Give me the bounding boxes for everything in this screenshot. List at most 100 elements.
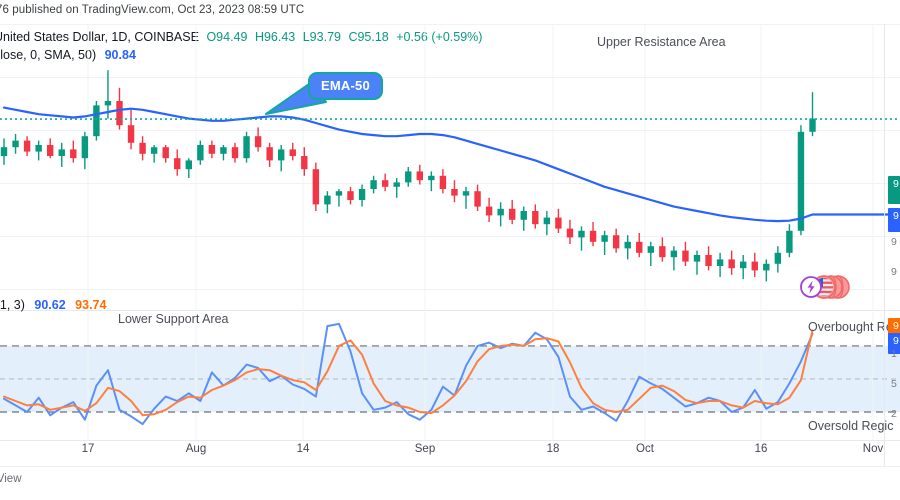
candlestick (474, 191, 481, 207)
candlestick (647, 246, 654, 253)
legend-close: C95.18 (348, 30, 389, 44)
x-axis-tick: 17 (81, 443, 95, 455)
candlestick (763, 263, 770, 271)
price-scale-tag[interactable]: 9 (888, 208, 900, 232)
candlestick (520, 211, 527, 220)
candlestick (335, 191, 343, 196)
candlestick (47, 145, 54, 156)
candlestick (682, 250, 689, 262)
candlestick (578, 230, 585, 238)
price-scale-tag[interactable]: 9 (888, 333, 900, 354)
pane-divider-1 (0, 310, 900, 311)
candlestick (786, 230, 793, 253)
stoch-d-value: 93.74 (75, 298, 107, 312)
x-axis-tick: Nov (862, 443, 884, 455)
candlestick (301, 156, 308, 170)
sma-50-line (2, 106, 814, 223)
candlestick (278, 149, 285, 161)
price-scale-divider (884, 24, 885, 466)
candlestick (601, 235, 608, 242)
x-axis-tick: Oct (636, 443, 654, 455)
candlestick (23, 140, 31, 152)
stochastic-d-line (3, 329, 814, 417)
candlestick (497, 208, 504, 216)
legend-change: +0.56 (+0.59%) (396, 30, 483, 44)
candlestick (174, 158, 181, 170)
candlestick (150, 147, 158, 154)
candlestick (93, 105, 100, 137)
ma-legend: close, 0, SMA, 50) 90.84 (0, 48, 136, 62)
candlestick (797, 131, 805, 231)
legend-symbol: United States Dollar, 1D, COINBASE (0, 30, 199, 44)
candlestick (555, 217, 562, 229)
stochastic-pane[interactable] (0, 312, 900, 440)
axis-divider (0, 466, 900, 467)
candlestick (670, 250, 678, 258)
chart-legend: United States Dollar, 1D, COINBASE O94.4… (0, 30, 482, 44)
candlestick (728, 259, 735, 269)
candlestick (705, 255, 712, 266)
ema-50-callout[interactable]: EMA-50 (265, 72, 383, 115)
stochastic-k-line (3, 322, 814, 426)
candlestick (208, 145, 216, 154)
candlestick (774, 252, 782, 264)
price-pane[interactable] (0, 24, 900, 310)
candlestick (566, 228, 574, 238)
annotation-lower-support: Lower Support Area (118, 312, 229, 326)
ma-params: close, 0, SMA, 50) (0, 48, 97, 62)
candlestick (127, 125, 135, 143)
candlestick (312, 169, 320, 205)
candlestick (81, 136, 89, 159)
coin-cluster-icon (800, 275, 850, 299)
candlestick (751, 261, 758, 271)
price-scale-tick: 1 (891, 348, 897, 360)
x-axis-tick: 18 (546, 443, 560, 455)
candlestick (809, 118, 816, 132)
candlestick (716, 259, 724, 266)
candlestick (266, 147, 273, 161)
candlestick (381, 180, 389, 187)
x-axis-tick: 14 (296, 443, 310, 455)
candlestick (58, 149, 65, 156)
x-axis-tick: Aug (185, 443, 207, 455)
candlestick (659, 246, 666, 258)
price-scale-tag[interactable]: 9 (888, 176, 900, 204)
x-axis-tick: 16 (754, 443, 768, 455)
stoch-k-value: 90.62 (34, 298, 66, 312)
stoch-params: 4, 1, 3) (0, 298, 25, 312)
ema-50-label: EMA-50 (308, 72, 383, 100)
legend-low: L93.79 (302, 30, 341, 44)
candlestick (740, 261, 747, 269)
candlestick (324, 195, 331, 205)
candlestick (509, 208, 516, 220)
legend-open: O94.49 (206, 30, 248, 44)
candlestick (12, 140, 19, 148)
candlestick (139, 142, 146, 154)
candlestick (35, 145, 42, 152)
candlestick (70, 149, 77, 159)
candlestick (543, 217, 551, 225)
candlestick (289, 149, 296, 156)
candlestick (370, 180, 377, 189)
candlestick (624, 241, 631, 249)
ma-value: 90.84 (104, 48, 136, 62)
x-axis-tick: Sep (414, 443, 436, 455)
candlestick (231, 147, 239, 159)
price-scale-tick: 9 (891, 236, 897, 248)
candlestick (220, 147, 227, 154)
candlestick (532, 211, 539, 225)
candlestick (254, 136, 262, 148)
candlestick (393, 182, 400, 187)
candlestick (243, 136, 250, 159)
stochastic-legend: 4, 1, 3) 90.62 93.74 (0, 298, 106, 312)
candlestick (485, 206, 493, 216)
candlestick (405, 171, 412, 183)
price-scale-tick: 2 (891, 408, 897, 420)
candlestick (358, 189, 366, 200)
candlestick (462, 191, 470, 196)
candlestick (162, 147, 169, 159)
candlestick (589, 230, 597, 242)
candlestick (347, 191, 354, 200)
legend-high: H96.43 (254, 30, 296, 44)
annotation-oversold: Oversold Regic (808, 419, 894, 433)
